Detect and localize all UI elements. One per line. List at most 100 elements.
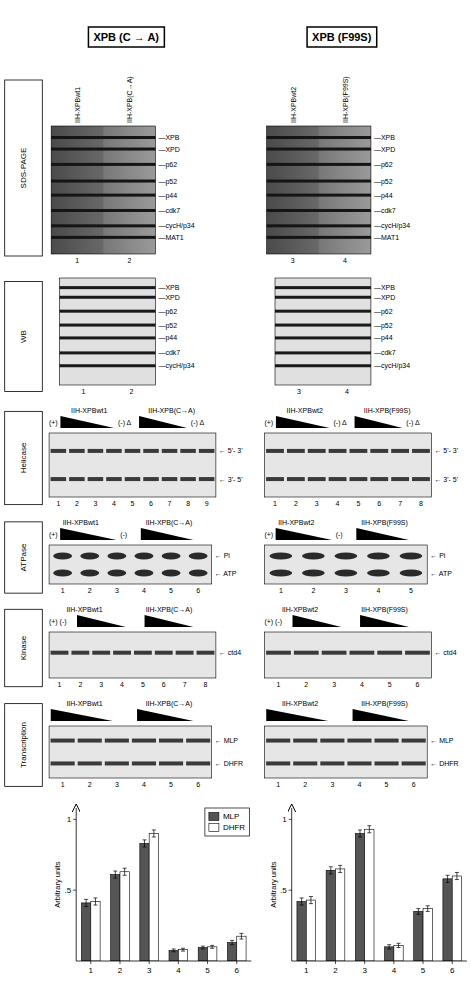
x-tick: [236, 961, 237, 964]
band-label: —p44: [374, 334, 393, 342]
gel-band: [159, 739, 183, 743]
band-label: —cdk7: [374, 207, 396, 214]
lane-number: 1: [58, 681, 62, 688]
header-label: IIH-XPBwt2: [282, 700, 318, 707]
header-label: IIH-XPB(C→A): [146, 700, 193, 708]
dose-triangle: [276, 528, 332, 540]
gel-band: [349, 477, 367, 481]
dose-triangle: [139, 416, 187, 428]
dose-triangle: [60, 528, 116, 540]
bar: [140, 843, 149, 961]
gel-band: [51, 449, 67, 453]
band-label: ← DHFR: [215, 760, 243, 767]
row-label-box: [5, 704, 43, 787]
band-label: —p52: [158, 178, 177, 186]
band-label: —XPD: [374, 294, 395, 301]
lane-number: 5: [169, 587, 173, 594]
y-tick-label: .5: [65, 886, 72, 895]
gel-spot: [162, 552, 181, 559]
lane-label: IIH-XPBwt2: [290, 87, 297, 123]
y-tick-label: .5: [280, 886, 287, 895]
legend-label: MLP: [223, 812, 239, 821]
lane-number: 2: [127, 257, 131, 264]
band-label: ← MLP: [430, 737, 454, 744]
lane-label: IIH-XPBwt1: [74, 87, 81, 123]
gel-band: [266, 739, 290, 743]
gel-band: [402, 761, 426, 765]
band-label: —p44: [158, 192, 177, 200]
gel-frame: [265, 632, 432, 678]
gel-band: [78, 739, 102, 743]
error-bar: [201, 946, 205, 949]
band-label: —XPD: [158, 294, 179, 301]
lane-number: 1: [277, 681, 281, 688]
lane-number: 1: [273, 500, 277, 507]
lane-number: 3: [315, 500, 319, 507]
x-tick-label: 1: [304, 966, 309, 975]
lane-number: 4: [120, 681, 124, 688]
dose-triangle: [353, 709, 409, 721]
gel-frame: [60, 278, 156, 385]
gel-band: [113, 651, 131, 655]
lane-number: 8: [186, 500, 190, 507]
gel-band: [267, 194, 371, 197]
gel-band: [412, 477, 430, 481]
band-label: ← 3'- 5': [219, 476, 243, 483]
gel-frame: [51, 126, 155, 254]
gel-spot: [53, 570, 72, 577]
gel-band: [329, 449, 347, 453]
gel-band: [143, 477, 159, 481]
error-bar: [329, 867, 333, 874]
header-label: (+): [49, 531, 58, 539]
x-tick-label: 6: [235, 966, 240, 975]
bar: [120, 872, 129, 961]
lane-number: 3: [115, 587, 119, 594]
gel-band: [287, 477, 305, 481]
lane-number: 1: [61, 587, 65, 594]
gel-band: [267, 236, 371, 239]
gel-band: [294, 651, 319, 655]
band-label: ← Pi: [430, 552, 446, 559]
error-bar: [338, 865, 342, 872]
x-tick: [119, 961, 120, 964]
gel-band: [266, 651, 291, 655]
lane-number: 2: [88, 781, 92, 788]
gel: [49, 433, 216, 497]
title-frame: [307, 27, 377, 47]
bar: [452, 876, 461, 961]
gel-spot: [269, 570, 292, 577]
header-label: IIH-XPB(F99S): [361, 519, 408, 527]
header-label: IIH-XPB(C→A): [146, 606, 193, 614]
header-label: IIH-XPBwt1: [63, 519, 99, 526]
band-label: —p52: [158, 322, 177, 330]
lane-number: 2: [75, 500, 79, 507]
lane-number: 6: [377, 500, 381, 507]
gel-spot: [80, 570, 99, 577]
gel-band: [186, 761, 210, 765]
band-label: —XPB: [158, 284, 179, 291]
header-label: (+): [49, 419, 58, 427]
header-label: IIH-XPBwt1: [66, 606, 102, 613]
gel-band: [69, 449, 85, 453]
header-label: IIH-XPB(F99S): [364, 407, 411, 415]
gel-band: [88, 449, 104, 453]
gel-frame: [275, 278, 371, 385]
gel-band: [293, 739, 317, 743]
lane-number: 3: [330, 781, 334, 788]
gel-band: [78, 761, 102, 765]
gel-band: [199, 449, 215, 453]
gel: [267, 126, 371, 254]
header-label: (-) Δ: [333, 419, 347, 427]
gel: [265, 545, 428, 584]
gel: [51, 126, 155, 254]
x-tick: [306, 961, 307, 964]
row-label-box: [5, 411, 43, 504]
legend-label: DHFR: [223, 823, 245, 832]
gel-band: [375, 761, 399, 765]
gel-band: [176, 651, 194, 655]
gel-band: [349, 651, 374, 655]
bar: [355, 834, 364, 962]
gel-band: [51, 761, 75, 765]
bar: [227, 943, 236, 961]
gel-frame: [267, 126, 371, 254]
